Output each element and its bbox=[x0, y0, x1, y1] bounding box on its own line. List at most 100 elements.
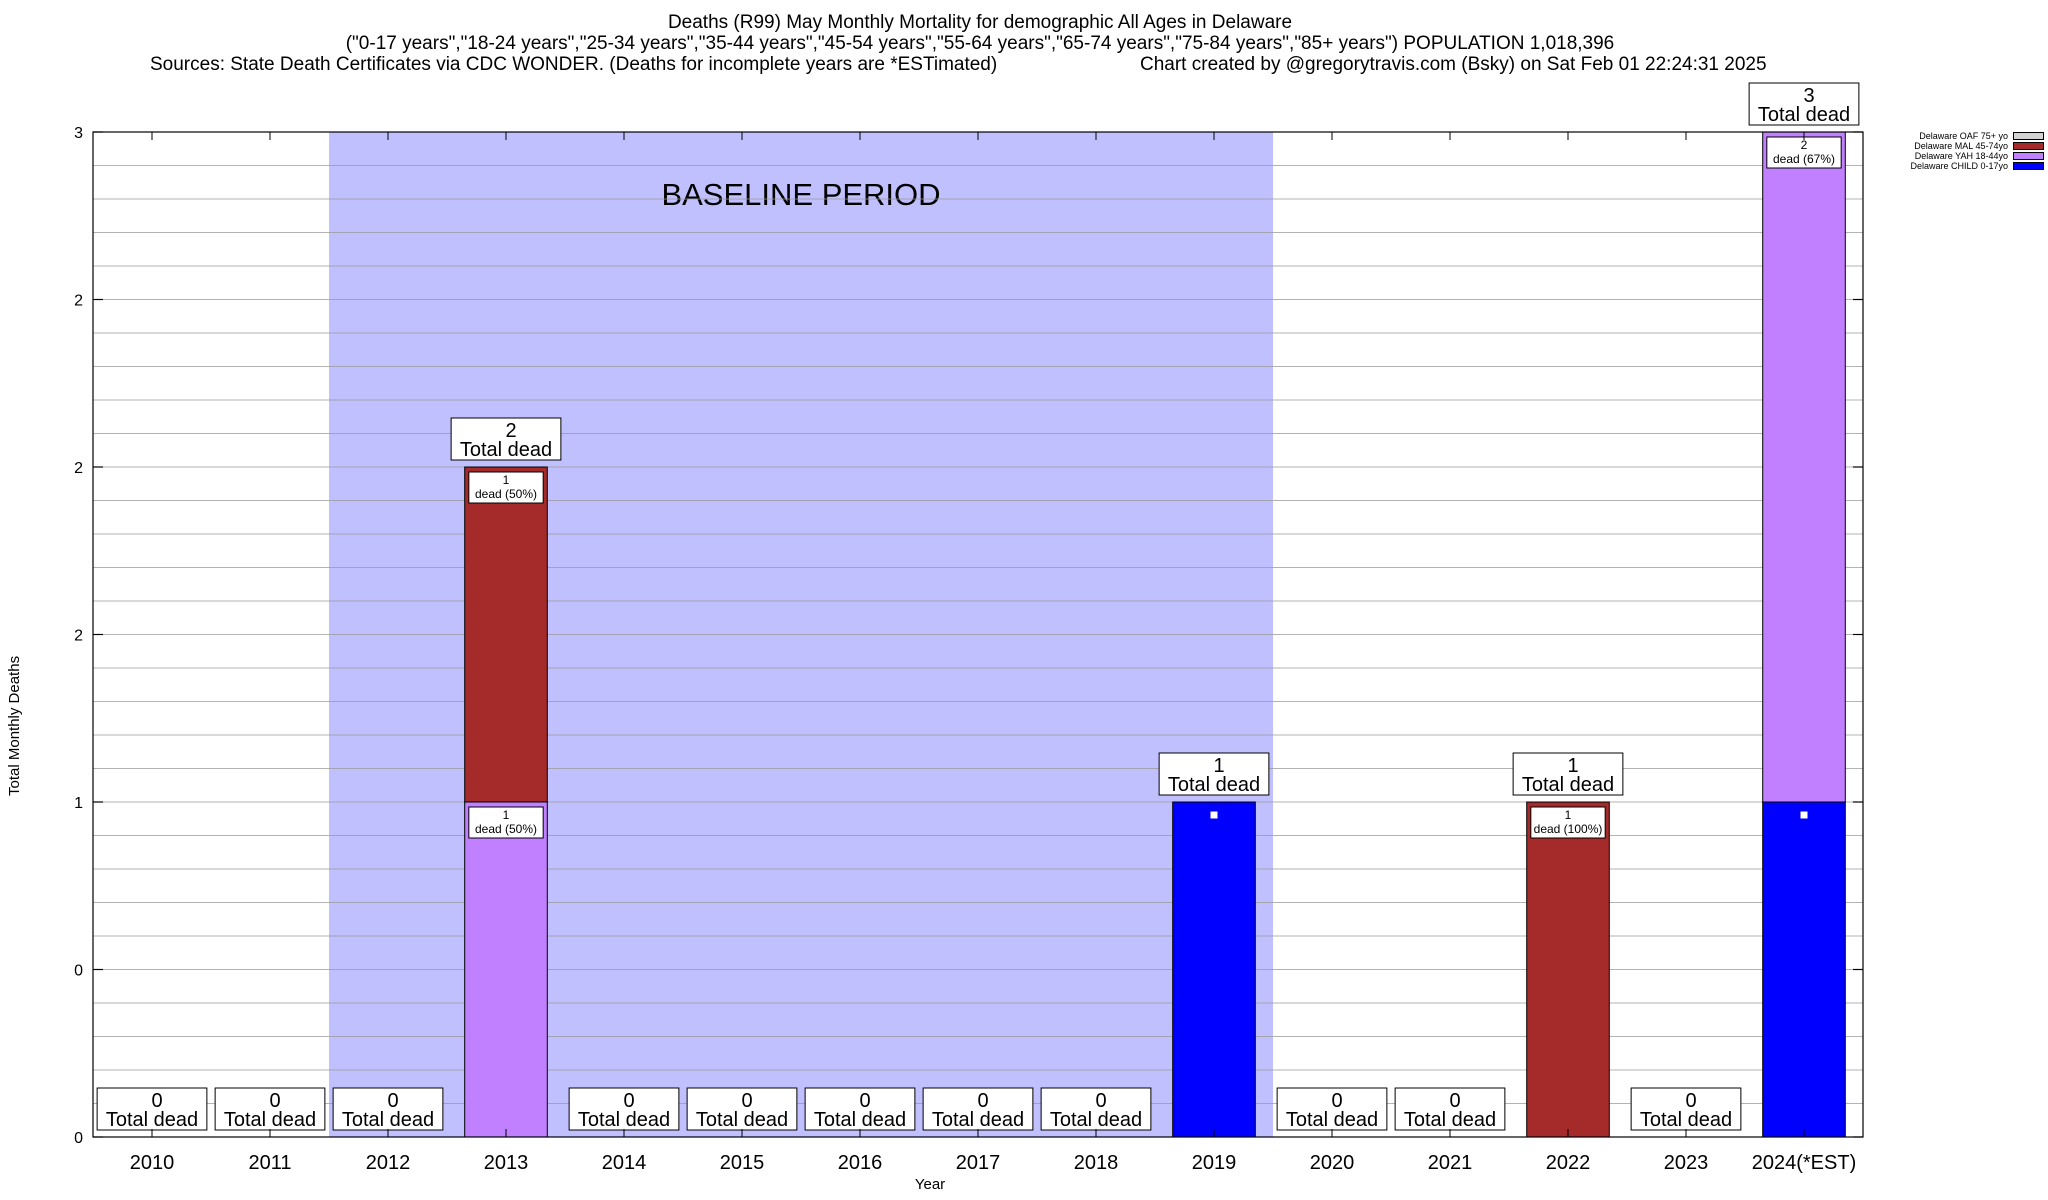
segment-label-value: 2 bbox=[1801, 138, 1808, 152]
total-label-box bbox=[1512, 752, 1624, 796]
segment-label-box bbox=[468, 471, 544, 504]
total-label-value: 1 bbox=[1567, 755, 1578, 777]
total-label-value: 0 bbox=[1331, 1090, 1342, 1112]
x-axis-label: Year bbox=[915, 1176, 945, 1193]
x-tick-label: 2012 bbox=[366, 1152, 411, 1174]
legend-swatch bbox=[2013, 162, 2044, 170]
total-label-box bbox=[450, 417, 562, 461]
total-label-box bbox=[922, 1087, 1034, 1131]
total-label-text: Total dead bbox=[460, 439, 552, 461]
segment-label-box bbox=[1766, 136, 1842, 169]
x-tick-label: 2010 bbox=[130, 1152, 175, 1174]
segment-label-box bbox=[1530, 806, 1606, 839]
legend-item: Delaware MAL 45-74yo bbox=[1880, 141, 2048, 151]
y-tick-label: 2 bbox=[74, 293, 83, 310]
bar-segment bbox=[1172, 801, 1256, 1138]
legend-swatch bbox=[2013, 132, 2044, 140]
total-label-text: Total dead bbox=[1286, 1109, 1378, 1131]
segment-label-box bbox=[468, 806, 544, 839]
total-label-value: 0 bbox=[741, 1090, 752, 1112]
x-tick-label: 2014 bbox=[602, 1152, 647, 1174]
chart-title: Deaths (R99) May Monthly Mortality for d… bbox=[667, 12, 1293, 33]
x-tick-label: 2022 bbox=[1546, 1152, 1591, 1174]
segment-label-value: 1 bbox=[503, 473, 510, 487]
total-label-box bbox=[1040, 1087, 1152, 1131]
total-label-value: 0 bbox=[387, 1090, 398, 1112]
x-tick-label: 2019 bbox=[1192, 1152, 1237, 1174]
total-label-box bbox=[686, 1087, 798, 1131]
segment-label-text: dead (50%) bbox=[475, 487, 537, 501]
x-tick-label: 2016 bbox=[838, 1152, 883, 1174]
total-label-value: 0 bbox=[1449, 1090, 1460, 1112]
y-tick-label: 3 bbox=[74, 125, 83, 142]
y-tick-label: 1 bbox=[74, 795, 83, 812]
total-label-value: 1 bbox=[1213, 755, 1224, 777]
child-marker bbox=[1210, 811, 1218, 819]
legend-item: Delaware OAF 75+ yo bbox=[1880, 131, 2048, 141]
legend-item: Delaware CHILD 0-17yo bbox=[1880, 161, 2048, 171]
x-tick-label: 2011 bbox=[248, 1152, 291, 1174]
bar-segment bbox=[1526, 801, 1610, 1138]
legend-label: Delaware OAF 75+ yo bbox=[1919, 131, 2008, 141]
bar-segment bbox=[464, 466, 548, 803]
bar-segment bbox=[1762, 801, 1846, 1138]
total-label-text: Total dead bbox=[1522, 774, 1614, 796]
y-tick-label: 2 bbox=[74, 628, 83, 645]
x-tick-label: 2023 bbox=[1664, 1152, 1709, 1174]
total-label-text: Total dead bbox=[1168, 774, 1260, 796]
chart-subtitle: ("0-17 years","18-24 years","25-34 years… bbox=[345, 33, 1615, 54]
total-label-box bbox=[96, 1087, 208, 1131]
x-tick-label: 2021 bbox=[1428, 1152, 1473, 1174]
total-label-box bbox=[568, 1087, 680, 1131]
x-tick-label: 2020 bbox=[1310, 1152, 1355, 1174]
legend-swatch bbox=[2013, 142, 2044, 150]
total-label-value: 0 bbox=[1095, 1090, 1106, 1112]
legend-label: Delaware CHILD 0-17yo bbox=[1910, 161, 2008, 171]
total-label-box bbox=[332, 1087, 444, 1131]
total-label-box bbox=[1276, 1087, 1388, 1131]
total-label-box bbox=[1748, 82, 1860, 126]
x-tick-label: 2013 bbox=[484, 1152, 529, 1174]
x-tick-label: 2024(*EST) bbox=[1752, 1152, 1857, 1174]
total-label-value: 0 bbox=[1685, 1090, 1696, 1112]
legend-swatch bbox=[2013, 152, 2044, 160]
total-label-text: Total dead bbox=[932, 1109, 1024, 1131]
bar-segment bbox=[464, 801, 548, 1138]
legend: Delaware OAF 75+ yo Delaware MAL 45-74yo… bbox=[1880, 131, 2048, 171]
total-label-value: 0 bbox=[859, 1090, 870, 1112]
total-label-box bbox=[1630, 1087, 1742, 1131]
total-label-value: 0 bbox=[151, 1090, 162, 1112]
plot-frame bbox=[92, 131, 1864, 1138]
x-tick-label: 2018 bbox=[1074, 1152, 1119, 1174]
legend-item: Delaware YAH 18-44yo bbox=[1880, 151, 2048, 161]
y-axis-label-wrap: Total Monthly Deaths bbox=[6, 656, 26, 796]
x-tick-label: 2017 bbox=[956, 1152, 1001, 1174]
total-label-value: 2 bbox=[505, 420, 516, 442]
total-label-value: 0 bbox=[977, 1090, 988, 1112]
total-label-text: Total dead bbox=[1758, 104, 1850, 126]
y-axis-label: Total Monthly Deaths bbox=[6, 655, 23, 796]
total-label-text: Total dead bbox=[106, 1109, 198, 1131]
total-label-text: Total dead bbox=[224, 1109, 316, 1131]
y-tick-label: 0 bbox=[74, 1130, 83, 1147]
total-label-text: Total dead bbox=[1640, 1109, 1732, 1131]
segment-label-text: dead (100%) bbox=[1534, 822, 1603, 836]
bar-segment bbox=[1762, 131, 1846, 803]
total-label-value: 0 bbox=[623, 1090, 634, 1112]
segment-label-value: 1 bbox=[503, 808, 510, 822]
legend-label: Delaware MAL 45-74yo bbox=[1914, 141, 2008, 151]
total-label-text: Total dead bbox=[696, 1109, 788, 1131]
total-label-box bbox=[1158, 752, 1270, 796]
chart-sources: Sources: State Death Certificates via CD… bbox=[150, 54, 998, 75]
y-tick-label: 0 bbox=[74, 963, 83, 980]
total-label-value: 3 bbox=[1803, 85, 1814, 107]
x-tick-label: 2015 bbox=[720, 1152, 765, 1174]
segment-label-value: 1 bbox=[1565, 808, 1572, 822]
child-marker bbox=[1800, 811, 1808, 819]
total-label-box bbox=[214, 1087, 326, 1131]
total-label-text: Total dead bbox=[814, 1109, 906, 1131]
segment-label-text: dead (67%) bbox=[1773, 152, 1835, 166]
legend-label: Delaware YAH 18-44yo bbox=[1914, 151, 2008, 161]
total-label-value: 0 bbox=[269, 1090, 280, 1112]
